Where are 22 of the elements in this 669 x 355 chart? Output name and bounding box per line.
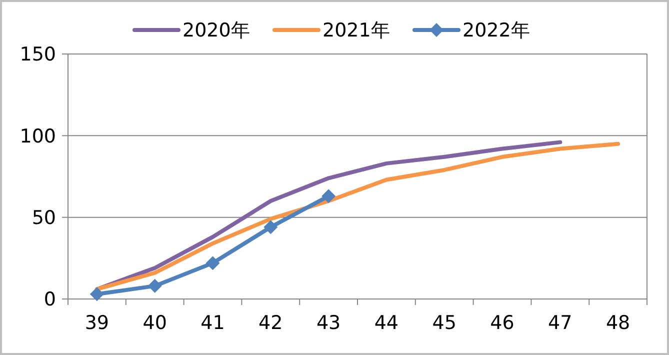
x-tick-label: 39: [84, 312, 110, 334]
y-tick-label: 100: [20, 125, 56, 148]
y-tick-label: 150: [20, 44, 56, 66]
x-tick-label: 43: [316, 312, 341, 334]
y-tick-label: 0: [44, 288, 56, 311]
point: [264, 220, 278, 234]
x-tick-label: 44: [374, 312, 399, 334]
x-tick-label: 41: [200, 312, 225, 334]
x-tick-label: 48: [606, 312, 630, 334]
y-tick-label: 50: [32, 206, 56, 229]
point: [148, 278, 162, 293]
x-tick-label: 40: [142, 312, 167, 334]
point: [206, 256, 220, 270]
legend-label: 2022年: [462, 20, 530, 42]
point: [90, 287, 104, 302]
point: [322, 189, 336, 204]
legend-label: 2020年: [182, 20, 250, 42]
x-tick-label: 47: [548, 312, 572, 334]
legend-label: 2021年: [322, 20, 390, 42]
x-tick-label: 46: [490, 312, 514, 334]
x-tick-label: 45: [432, 312, 456, 334]
x-tick-label: 42: [258, 312, 283, 334]
